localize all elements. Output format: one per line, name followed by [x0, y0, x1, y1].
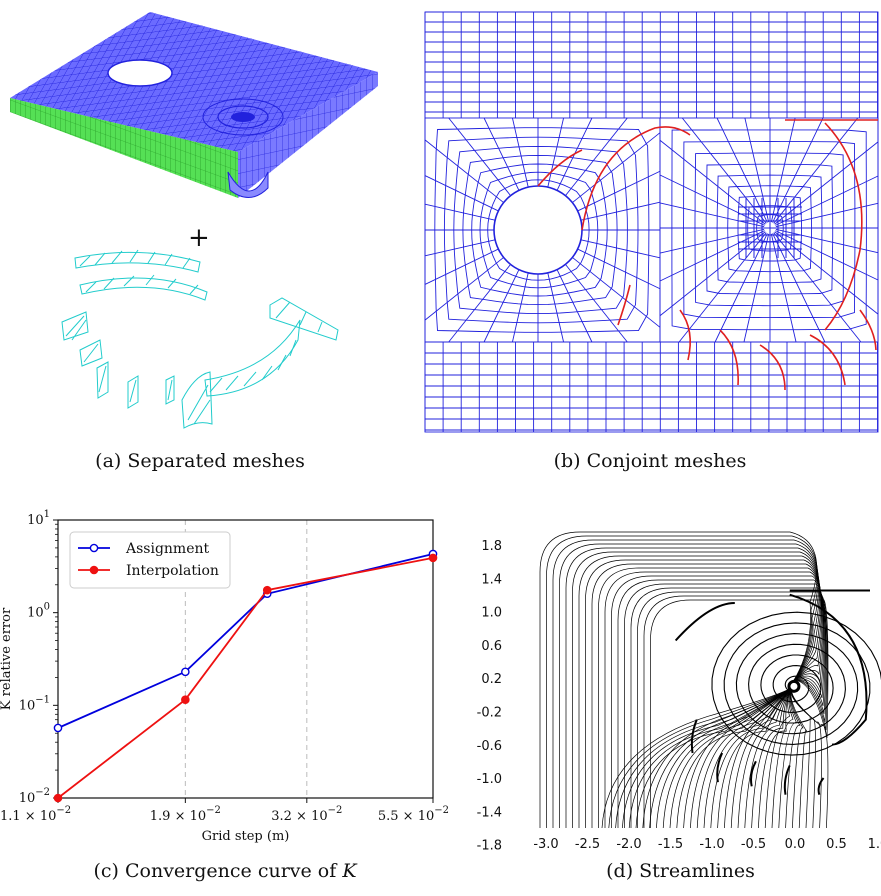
caption-b: (b) Conjoint meshes: [553, 450, 747, 472]
caption-c: (c) Convergence curve of K: [0, 860, 450, 882]
stream-x-tick-5: -0.5: [741, 837, 766, 852]
stream-x-tick-1: -2.5: [575, 837, 600, 852]
separated-meshes-illustration: +: [10, 12, 378, 429]
y-tick-label-3: 101: [27, 509, 50, 528]
boundary-curves: [674, 589, 870, 795]
x-tick-label-3: 5.5 × 10−2: [378, 805, 449, 824]
panel-conjoint-meshes: (b) Conjoint meshes: [420, 0, 880, 480]
y-tick-label-0: 10−2: [19, 787, 50, 806]
conjoint-meshes-illustration: [424, 11, 879, 433]
stream-y-tick-6: -0.6: [477, 739, 502, 754]
stream-y-tick-3: 0.6: [481, 639, 502, 654]
stream-x-tick-4: -1.0: [699, 837, 724, 852]
stream-x-tick-6: 0.0: [785, 837, 806, 852]
caption-c-prefix: (c) Convergence curve of: [93, 860, 343, 882]
stream-x-tick-0: -3.0: [533, 837, 558, 852]
panel-convergence: 10−2 10−1 100 101 1.1 × 10−2 1.9 × 10−2 3.2 × …: [0, 505, 450, 896]
point-1-0: [53, 793, 63, 803]
panel-separated-meshes: + (a) Separated meshes: [0, 0, 400, 472]
legend-entry-1: Interpolation: [126, 563, 219, 579]
y-tick-label-1: 10−1: [19, 694, 50, 713]
stream-x-tick-3: -1.5: [658, 837, 683, 852]
stream-y-tick-4: 0.2: [481, 672, 502, 687]
point-1-2: [262, 585, 272, 595]
caption-d: (d) Streamlines: [606, 860, 755, 882]
mesh-grid: [424, 11, 879, 433]
x-tick-label-0: 1.1 × 10−2: [0, 805, 71, 824]
y-tick-label-2: 100: [27, 602, 50, 621]
legend: Assignment Interpolation: [69, 531, 231, 589]
stream-y-tick-2: 1.0: [481, 606, 502, 621]
vortex-center: [787, 679, 801, 693]
red-curves: [537, 119, 878, 391]
vortex-spiral: [711, 611, 881, 756]
stream-y-tick-1: 1.4: [481, 572, 502, 587]
stream-y-tick-5: -0.2: [477, 706, 502, 721]
caption-c-var: K: [342, 860, 357, 882]
y-axis-label: K relative error: [0, 607, 14, 710]
plus-sign: +: [188, 223, 210, 253]
x-tick-label-2: 3.2 × 10−2: [271, 805, 342, 824]
stream-y-tick-7: -1.0: [477, 772, 502, 787]
stream-y-tick-9: -1.8: [477, 839, 502, 854]
plate-hole: [107, 59, 173, 87]
series-line-1: [57, 557, 434, 799]
stream-y-tick-8: -1.4: [477, 805, 502, 820]
point-0-1: [181, 667, 190, 677]
point-0-0: [53, 723, 63, 733]
streamline-bundle: [539, 531, 881, 829]
caption-a: (a) Separated meshes: [95, 450, 305, 472]
legend-entry-0: Assignment: [125, 541, 210, 557]
panel-streamlines: 1.8 1.4 1.0 0.6 0.2 -0.2 -0.6 -1.0 -1.4 -1.8 -3.0 -…: [477, 510, 881, 896]
mesh-hole: [493, 185, 583, 275]
stream-y-tick-0: 1.8: [481, 539, 502, 554]
point-1-1: [181, 695, 190, 705]
stream-x-tick-2: -2.0: [616, 837, 641, 852]
x-tick-label-1: 1.9 × 10−2: [150, 805, 221, 824]
x-axis-label: Grid step (m): [202, 829, 290, 844]
stream-x-tick-8: 1.0: [868, 837, 881, 852]
point-1-3: [428, 553, 438, 563]
convergence-chart: 10−2 10−1 100 101 1.1 × 10−2 1.9 × 10−2 3.2 × …: [0, 509, 449, 844]
plot-frame: [57, 519, 434, 799]
stream-x-tick-7: 0.5: [826, 837, 847, 852]
streamlines-plot: 1.8 1.4 1.0 0.6 0.2 -0.2 -0.6 -1.0 -1.4 -1.8 -3.0 -…: [477, 531, 881, 854]
cyan-mesh-fragments: [61, 249, 339, 429]
dense-core: [738, 198, 802, 258]
